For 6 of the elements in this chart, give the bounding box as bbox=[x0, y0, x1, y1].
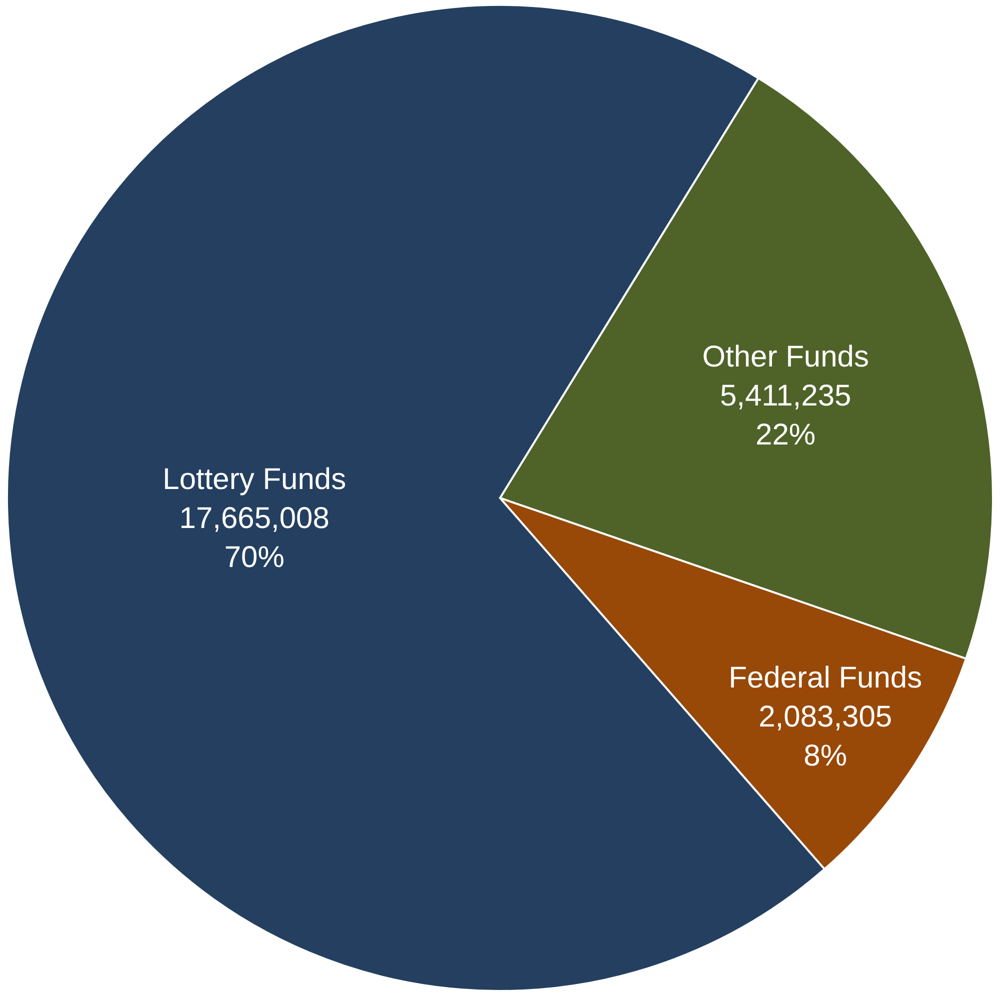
slice-label: Lottery Funds bbox=[162, 463, 346, 496]
data-label: 17,665,008 70% bbox=[179, 502, 330, 574]
slice-label: Other Funds bbox=[702, 340, 869, 374]
data-label: 5,411,235 22% bbox=[720, 379, 852, 452]
slice-label: Federal Funds bbox=[728, 661, 922, 694]
data-label: 2,083,305 8% bbox=[758, 700, 892, 772]
